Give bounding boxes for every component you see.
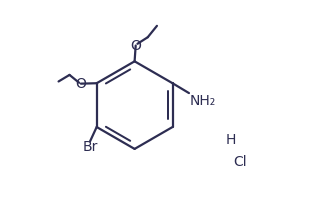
Text: O: O <box>130 39 141 53</box>
Text: NH₂: NH₂ <box>190 94 216 108</box>
Text: O: O <box>75 77 86 91</box>
Text: Br: Br <box>82 140 98 154</box>
Text: Cl: Cl <box>233 155 247 169</box>
Text: H: H <box>226 133 236 147</box>
